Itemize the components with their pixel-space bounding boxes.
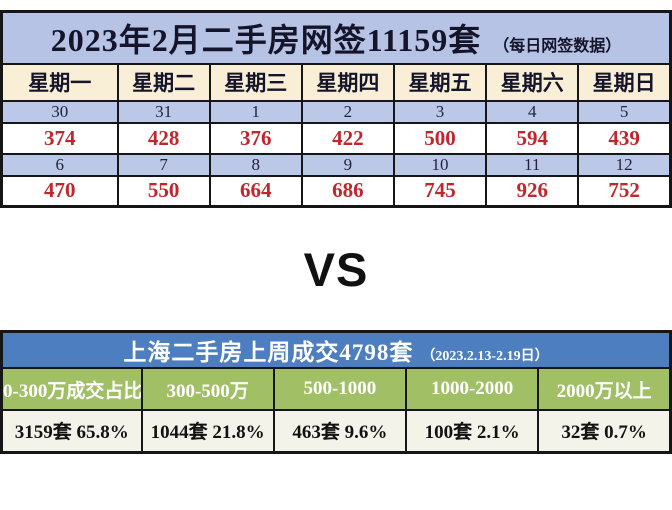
price-band-header: 1000-2000 xyxy=(404,367,540,411)
band-value-cell: 463套 9.6% xyxy=(272,409,408,453)
price-band-values-row: 3159套 65.8% 1044套 21.8% 463套 9.6% 100套 2… xyxy=(0,409,672,453)
date-cell: 3 xyxy=(392,99,488,124)
week1-values-row: 374 428 376 422 500 594 439 xyxy=(0,121,672,155)
bottom-table-title-row: 上海二手房上周成交4798套 （2023.2.13-2.19日） xyxy=(0,330,672,369)
signings-cell: 422 xyxy=(300,121,395,155)
signings-cell: 428 xyxy=(116,121,211,155)
date-cell: 31 xyxy=(116,99,211,124)
signings-cell: 500 xyxy=(392,121,488,155)
signings-cell: 374 xyxy=(0,121,119,155)
band-value-cell: 100套 2.1% xyxy=(404,409,540,453)
housing-comparison-infographic: 2023年2月二手房网签11159套 （每日网签数据） 星期一 星期二 星期三 … xyxy=(0,10,672,510)
top-table-title: 2023年2月二手房网签11159套 xyxy=(50,21,482,58)
week2-dates-row: 6 7 8 9 10 11 12 xyxy=(0,152,672,177)
top-table-title-row: 2023年2月二手房网签11159套 （每日网签数据） xyxy=(0,10,672,65)
price-band-header: 0-300万成交占比 xyxy=(0,367,143,411)
weekday-header: 星期日 xyxy=(577,62,672,102)
signings-cell: 686 xyxy=(300,174,395,208)
vs-label: VS xyxy=(303,242,369,296)
price-band-header: 300-500万 xyxy=(140,367,275,411)
price-band-header-row: 0-300万成交占比 300-500万 500-1000 1000-2000 2… xyxy=(0,367,672,411)
date-cell: 12 xyxy=(577,152,672,177)
weekday-header: 星期三 xyxy=(208,62,303,102)
band-value-cell: 3159套 65.8% xyxy=(0,409,143,453)
signings-cell: 550 xyxy=(116,174,211,208)
date-cell: 8 xyxy=(208,152,303,177)
weekday-header: 星期四 xyxy=(300,62,395,102)
bottom-table-title: 上海二手房上周成交4798套 xyxy=(123,340,414,365)
bottom-table-title-cell: 上海二手房上周成交4798套 （2023.2.13-2.19日） xyxy=(0,330,672,369)
price-band-header: 500-1000 xyxy=(272,367,408,411)
top-table-subtitle: （每日网签数据） xyxy=(493,37,622,55)
signings-cell: 926 xyxy=(485,174,580,208)
signings-cell: 594 xyxy=(485,121,580,155)
date-cell: 2 xyxy=(300,99,395,124)
top-table-title-cell: 2023年2月二手房网签11159套 （每日网签数据） xyxy=(0,10,672,65)
price-band-header: 2000万以上 xyxy=(537,367,672,411)
band-value-cell: 1044套 21.8% xyxy=(140,409,275,453)
signings-cell: 470 xyxy=(0,174,119,208)
signings-cell: 752 xyxy=(577,174,672,208)
weekday-header: 星期五 xyxy=(392,62,488,102)
date-cell: 10 xyxy=(392,152,488,177)
weekday-header: 星期二 xyxy=(116,62,211,102)
weekday-header-row: 星期一 星期二 星期三 星期四 星期五 星期六 星期日 xyxy=(0,62,672,102)
signings-cell: 745 xyxy=(392,174,488,208)
bottom-table-subtitle: （2023.2.13-2.19日） xyxy=(421,349,549,364)
date-cell: 5 xyxy=(577,99,672,124)
band-value-cell: 32套 0.7% xyxy=(537,409,672,453)
signings-cell: 439 xyxy=(577,121,672,155)
weekday-header: 星期六 xyxy=(485,62,580,102)
date-cell: 6 xyxy=(0,152,119,177)
weekday-header: 星期一 xyxy=(0,62,119,102)
week1-dates-row: 30 31 1 2 3 4 5 xyxy=(0,99,672,124)
date-cell: 9 xyxy=(300,152,395,177)
date-cell: 1 xyxy=(208,99,303,124)
date-cell: 11 xyxy=(485,152,580,177)
feb-signings-table: 2023年2月二手房网签11159套 （每日网签数据） 星期一 星期二 星期三 … xyxy=(0,10,672,208)
shanghai-week-table: 上海二手房上周成交4798套 （2023.2.13-2.19日） 0-300万成… xyxy=(0,330,672,454)
date-cell: 4 xyxy=(485,99,580,124)
date-cell: 7 xyxy=(116,152,211,177)
date-cell: 30 xyxy=(0,99,119,124)
signings-cell: 664 xyxy=(208,174,303,208)
signings-cell: 376 xyxy=(208,121,303,155)
week2-values-row: 470 550 664 686 745 926 752 xyxy=(0,174,672,208)
